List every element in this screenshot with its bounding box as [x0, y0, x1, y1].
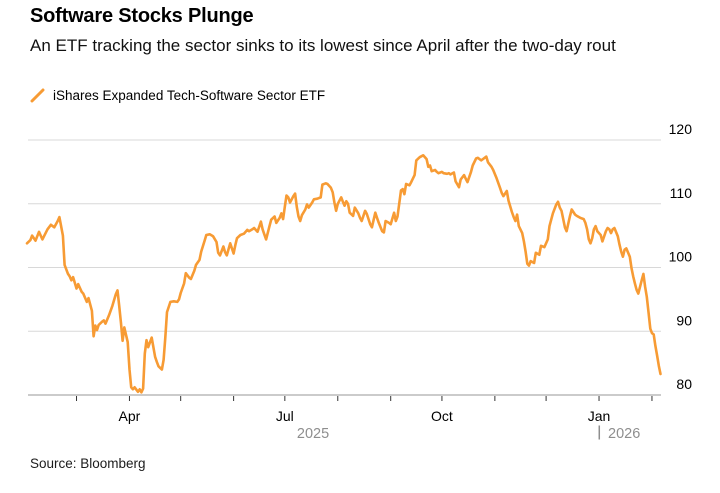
legend-label: iShares Expanded Tech-Software Sector ET…	[53, 88, 326, 103]
y-axis-label: 80	[676, 376, 692, 392]
x-axis-label: Oct	[431, 408, 453, 424]
year-label-2025: 2025	[297, 426, 329, 442]
chart-title: Software Stocks Plunge	[30, 5, 254, 27]
year-label-2026: 2026	[608, 426, 640, 442]
x-axis-label: Jan	[588, 408, 611, 424]
x-axis-label: Jul	[276, 408, 294, 424]
legend-line-swatch-icon	[30, 88, 45, 103]
y-axis-label: 110	[670, 185, 693, 201]
series-line	[25, 154, 662, 394]
y-axis-label: 100	[669, 249, 693, 265]
y-axis-label: 90	[676, 312, 692, 328]
chart-subtitle: An ETF tracking the sector sinks to its …	[30, 36, 616, 55]
year-divider	[598, 425, 601, 440]
source-credit: Source: Bloomberg	[30, 456, 146, 471]
x-axis-label: Apr	[119, 408, 141, 424]
legend: iShares Expanded Tech-Software Sector ET…	[30, 88, 325, 103]
y-axis-label: 120	[669, 121, 693, 137]
